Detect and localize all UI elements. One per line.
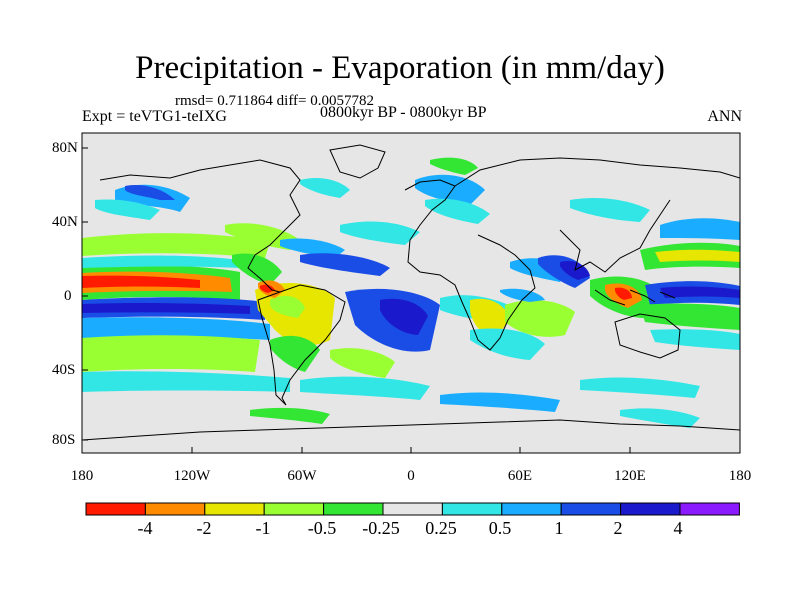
field-blob xyxy=(82,371,290,392)
colorbar-label: 2 xyxy=(613,518,623,538)
coastline-antarctica xyxy=(82,419,740,441)
colorbar-swatch xyxy=(263,502,325,516)
lat-tick-40n: 40N xyxy=(52,214,78,230)
colorbar-label: 0.5 xyxy=(488,518,512,538)
lon-tick-120e: 120E xyxy=(614,468,646,484)
colorbar-swatch xyxy=(382,502,443,516)
coastlines xyxy=(82,144,740,441)
lat-tick-40s: 40S xyxy=(52,362,76,378)
colorbar-swatch xyxy=(441,502,503,516)
field-blob xyxy=(430,157,478,175)
field-blob xyxy=(470,328,545,360)
experiment-label: Expt = teVTG1-teIXG xyxy=(82,108,227,125)
coastline-europe-africa xyxy=(404,179,536,351)
colorbar-swatch xyxy=(204,502,265,516)
field-blob xyxy=(425,198,490,224)
lon-tick-180w: 180 xyxy=(70,468,94,484)
field-blob xyxy=(300,253,390,276)
colorbar-swatch xyxy=(620,502,681,516)
field-blob xyxy=(330,348,395,378)
field-blob xyxy=(440,392,560,412)
coastline-asia xyxy=(454,157,740,273)
field-blob xyxy=(640,303,740,330)
coastline-maritime xyxy=(594,289,676,306)
field-blob xyxy=(300,178,350,198)
field-blob xyxy=(82,302,250,314)
colorbar-label: -0.25 xyxy=(362,518,400,538)
lat-tick-80n: 80N xyxy=(52,140,78,156)
field-blob xyxy=(660,286,740,298)
field-blob xyxy=(380,298,428,335)
colorbar-swatch xyxy=(560,502,622,516)
field-blob xyxy=(270,335,320,372)
coastline-australia xyxy=(614,313,681,359)
axis-ticks xyxy=(81,147,741,453)
field-blob xyxy=(125,184,175,200)
colorbar-label: -1 xyxy=(255,518,271,538)
colorbar-swatch xyxy=(144,502,206,516)
field-blob xyxy=(415,174,485,205)
field-blob xyxy=(82,255,240,268)
coastline-north-america xyxy=(99,159,301,293)
field-blob xyxy=(620,408,700,428)
colorbar-label: -0.5 xyxy=(307,518,337,538)
colorbar-swatch xyxy=(323,502,384,516)
colorbar xyxy=(85,502,740,516)
lon-tick-180e: 180 xyxy=(728,468,752,484)
season-label: ANN xyxy=(707,108,742,125)
lon-tick-120w: 120W xyxy=(173,468,211,484)
field-blob xyxy=(650,329,740,350)
field-blob xyxy=(260,284,275,293)
lon-tick-60e: 60E xyxy=(507,468,533,484)
field-blob xyxy=(280,238,345,258)
field-blob xyxy=(232,253,282,285)
field-blob xyxy=(82,233,270,258)
field-blob xyxy=(82,275,200,288)
period-label: 0800kyr BP - 0800kyr BP xyxy=(320,104,487,121)
colorbar-swatch xyxy=(501,502,562,516)
field-blob xyxy=(660,218,740,240)
field-blob xyxy=(300,376,430,400)
field-blob xyxy=(82,335,260,372)
stats-text: rmsd= 0.711864 diff= 0.0057782 xyxy=(175,93,374,109)
field-blob xyxy=(250,407,330,424)
field-blob xyxy=(655,249,740,262)
field-blob xyxy=(270,295,305,318)
field-blob xyxy=(615,287,632,300)
coastline-south-america xyxy=(257,284,346,406)
colorbar-label: -2 xyxy=(196,518,212,538)
lon-tick-0: 0 xyxy=(407,468,415,484)
colorbar-label: 0.25 xyxy=(425,518,457,538)
coastline-greenland xyxy=(329,144,386,179)
chart-title: Precipitation - Evaporation (in mm/day) xyxy=(135,50,665,86)
field-layer xyxy=(82,157,740,428)
lon-tick-60w: 60W xyxy=(287,468,317,484)
field-blob xyxy=(580,377,700,398)
colorbar-label: 1 xyxy=(554,518,564,538)
field-blob xyxy=(505,300,575,337)
lat-tick-0: 0 xyxy=(64,288,72,304)
colorbar-label: -4 xyxy=(137,518,153,538)
colorbar-label: 4 xyxy=(673,518,683,538)
lat-tick-80s: 80S xyxy=(52,432,76,448)
colorbar-swatch xyxy=(85,502,146,516)
field-blob xyxy=(95,199,160,220)
field-blob xyxy=(500,288,545,302)
field-blob xyxy=(340,221,420,245)
field-blob xyxy=(82,317,270,340)
field-blob xyxy=(570,198,650,222)
colorbar-swatch xyxy=(679,502,740,516)
